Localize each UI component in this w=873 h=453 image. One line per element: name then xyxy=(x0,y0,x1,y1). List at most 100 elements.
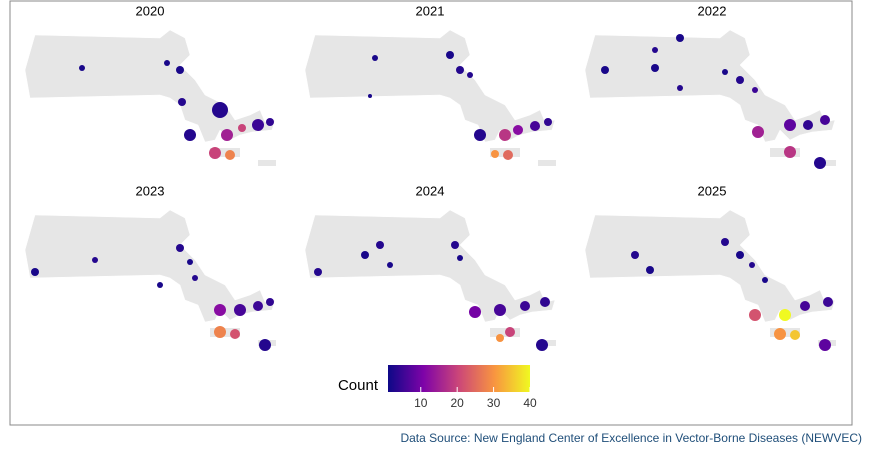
town xyxy=(652,47,658,53)
town xyxy=(259,339,271,351)
town xyxy=(646,266,654,274)
town xyxy=(368,94,372,98)
town xyxy=(469,306,481,318)
town xyxy=(212,102,228,118)
source: Data Source: New England Center of Excel… xyxy=(400,431,862,445)
map-panel xyxy=(304,209,556,351)
town xyxy=(631,251,639,259)
island xyxy=(538,160,556,166)
town xyxy=(446,51,454,59)
town xyxy=(752,87,758,93)
town xyxy=(92,257,98,263)
town xyxy=(157,282,163,288)
panel-title: 2023 xyxy=(136,183,165,198)
town xyxy=(176,244,184,252)
island xyxy=(490,328,520,337)
town xyxy=(677,85,683,91)
town xyxy=(451,241,459,249)
town xyxy=(491,150,499,158)
town xyxy=(803,120,813,130)
state-shape xyxy=(584,209,836,323)
town xyxy=(819,339,831,351)
town xyxy=(651,64,659,72)
island xyxy=(818,160,836,166)
state-shape xyxy=(24,29,276,143)
state-shape xyxy=(304,209,556,323)
town xyxy=(184,129,196,141)
town xyxy=(676,34,684,42)
town xyxy=(372,55,378,61)
island xyxy=(258,160,276,166)
town xyxy=(520,301,530,311)
town xyxy=(214,304,226,316)
town xyxy=(544,118,552,126)
state-shape xyxy=(24,209,276,323)
town xyxy=(457,255,463,261)
town xyxy=(387,262,393,268)
map-panel xyxy=(584,29,836,169)
town xyxy=(814,157,826,169)
tick-label: 20 xyxy=(450,396,464,410)
town xyxy=(253,301,263,311)
tick-label: 10 xyxy=(414,396,428,410)
town xyxy=(361,251,369,259)
town xyxy=(376,241,384,249)
town xyxy=(736,76,744,84)
town xyxy=(530,121,540,131)
town xyxy=(749,262,755,268)
town xyxy=(784,119,796,131)
town xyxy=(752,126,764,138)
town xyxy=(314,268,322,276)
town xyxy=(31,268,39,276)
panel-title: 2025 xyxy=(698,183,727,198)
town xyxy=(823,297,833,307)
map-panel xyxy=(24,209,276,351)
town xyxy=(176,66,184,74)
town xyxy=(467,72,473,78)
tick-label: 30 xyxy=(487,396,501,410)
town xyxy=(721,238,729,246)
tick-label: 40 xyxy=(523,396,537,410)
town xyxy=(494,304,506,316)
map-panel xyxy=(584,209,836,351)
map-panel xyxy=(24,29,276,166)
town xyxy=(790,330,800,340)
panel-title: 2024 xyxy=(416,183,445,198)
town xyxy=(214,326,226,338)
colorbar xyxy=(388,365,530,392)
town xyxy=(225,150,235,160)
town xyxy=(499,129,511,141)
town xyxy=(820,115,830,125)
town xyxy=(192,275,198,281)
town xyxy=(496,334,504,342)
town xyxy=(474,129,486,141)
town xyxy=(749,309,761,321)
town xyxy=(187,259,193,265)
island xyxy=(210,148,240,157)
town xyxy=(503,150,513,160)
town xyxy=(221,129,233,141)
legend-title: Count xyxy=(338,377,379,394)
town xyxy=(540,297,550,307)
town xyxy=(79,65,85,71)
town xyxy=(230,329,240,339)
town xyxy=(722,69,728,75)
town xyxy=(784,146,796,158)
town xyxy=(774,328,786,340)
town xyxy=(779,309,791,321)
town xyxy=(164,60,170,66)
town xyxy=(209,147,221,159)
panel-title: 2021 xyxy=(416,3,445,18)
town xyxy=(252,119,264,131)
town xyxy=(536,339,548,351)
map-panel xyxy=(304,29,556,166)
state-shape xyxy=(584,29,836,143)
town xyxy=(513,125,523,135)
town xyxy=(266,298,274,306)
state-shape xyxy=(304,29,556,143)
panel-title: 2022 xyxy=(698,3,727,18)
town xyxy=(736,251,744,259)
town xyxy=(238,124,246,132)
town xyxy=(762,277,768,283)
